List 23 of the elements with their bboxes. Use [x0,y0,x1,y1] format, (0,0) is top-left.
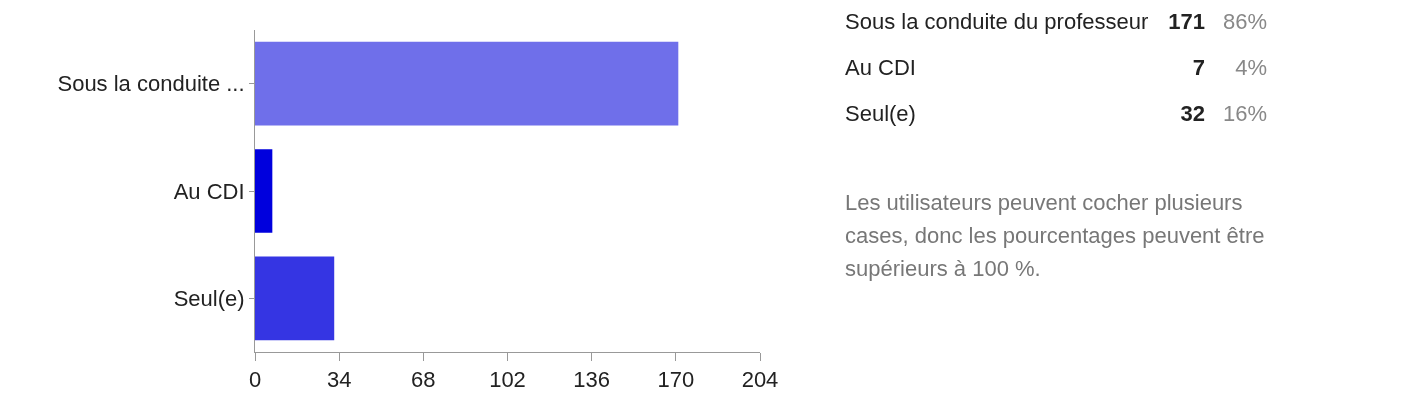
bar [255,256,335,341]
x-tick-label: 0 [248,367,262,393]
text: Les utilisateurs peuvent cocher plusieurs cases, donc les pourcentages peuvent être supérieurs à 100 %. [845,189,1266,283]
y-tick-label: Sous la conduite ... [57,71,245,97]
y-tick-label: Seul(e) [173,286,245,312]
bar [255,149,273,233]
x-tick-label: 68 [411,367,436,393]
text: Sous la conduite du professeur [845,8,1149,36]
text: 4% [1234,54,1268,82]
x-tick-label: 170 [657,367,695,393]
x-tick-label: 204 [741,367,779,393]
y-tick-label: Au CDI [173,178,245,204]
text: Au CDI [845,54,917,82]
x-tick-label: 102 [489,367,526,393]
bar [255,41,679,126]
text: 171 [1167,8,1206,36]
text: 16% [1222,100,1268,128]
x-tick-label: 136 [573,367,611,393]
text: Seul(e) [845,100,917,128]
x-tick-label: 34 [326,367,352,393]
text: 86% [1222,8,1268,36]
text: 7 [1191,54,1206,82]
text: 32 [1179,100,1206,128]
